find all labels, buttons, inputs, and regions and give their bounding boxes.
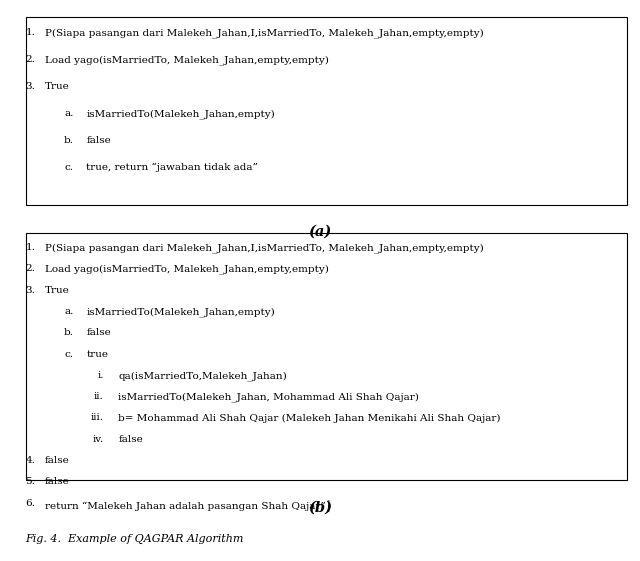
Text: a.: a. — [64, 307, 74, 316]
Text: a.: a. — [64, 109, 74, 118]
Text: ii.: ii. — [94, 392, 104, 401]
Text: 4.: 4. — [26, 456, 35, 465]
Text: c.: c. — [65, 163, 74, 172]
Text: isMarriedTo(Malekeh_Jahan,empty): isMarriedTo(Malekeh_Jahan,empty) — [86, 109, 275, 118]
Text: 3.: 3. — [26, 82, 35, 91]
Text: 3.: 3. — [26, 286, 35, 295]
Text: (b): (b) — [308, 500, 332, 514]
Text: 1.: 1. — [26, 28, 35, 37]
Text: b= Mohammad Ali Shah Qajar (Malekeh Jahan Menikahi Ali Shah Qajar): b= Mohammad Ali Shah Qajar (Malekeh Jaha… — [118, 413, 501, 422]
Text: qa(isMarriedTo,Malekeh_Jahan): qa(isMarriedTo,Malekeh_Jahan) — [118, 371, 287, 380]
Text: false: false — [86, 328, 111, 337]
Text: 2.: 2. — [26, 264, 35, 273]
Text: True: True — [45, 286, 70, 295]
Text: false: false — [86, 136, 111, 145]
Text: iii.: iii. — [91, 413, 104, 422]
Text: 2.: 2. — [26, 55, 35, 64]
Text: b.: b. — [63, 136, 74, 145]
Text: Fig. 4.  Example of QAGPAR Algorithm: Fig. 4. Example of QAGPAR Algorithm — [26, 534, 244, 544]
Text: false: false — [45, 477, 70, 486]
Text: true: true — [86, 350, 108, 358]
Text: (a): (a) — [308, 224, 332, 238]
Text: 6.: 6. — [26, 499, 35, 508]
Text: Load yago(isMarriedTo, Malekeh_Jahan,empty,empty): Load yago(isMarriedTo, Malekeh_Jahan,emp… — [45, 55, 329, 65]
Text: b.: b. — [63, 328, 74, 337]
Text: True: True — [45, 82, 70, 91]
Text: true, return “jawaban tidak ada”: true, return “jawaban tidak ada” — [86, 163, 259, 172]
Text: 5.: 5. — [26, 477, 35, 486]
Text: isMarriedTo(Malekeh_Jahan,empty): isMarriedTo(Malekeh_Jahan,empty) — [86, 307, 275, 316]
Bar — [26, 17, 627, 205]
Text: false: false — [45, 456, 70, 465]
Text: c.: c. — [65, 350, 74, 358]
Text: iv.: iv. — [93, 435, 104, 444]
Text: isMarriedTo(Malekeh_Jahan, Mohammad Ali Shah Qajar): isMarriedTo(Malekeh_Jahan, Mohammad Ali … — [118, 392, 419, 402]
Text: P(Siapa pasangan dari Malekeh_Jahan,I,isMarriedTo, Malekeh_Jahan,empty,empty): P(Siapa pasangan dari Malekeh_Jahan,I,is… — [45, 243, 484, 252]
Text: Load yago(isMarriedTo, Malekeh_Jahan,empty,empty): Load yago(isMarriedTo, Malekeh_Jahan,emp… — [45, 264, 329, 274]
Bar — [26, 233, 627, 480]
Text: false: false — [118, 435, 143, 444]
Text: P(Siapa pasangan dari Malekeh_Jahan,I,isMarriedTo, Malekeh_Jahan,empty,empty): P(Siapa pasangan dari Malekeh_Jahan,I,is… — [45, 28, 484, 38]
Text: i.: i. — [97, 371, 104, 380]
Text: return “Malekeh Jahan adalah pasangan Shah Qajar”│: return “Malekeh Jahan adalah pasangan Sh… — [45, 499, 332, 511]
Text: 1.: 1. — [26, 243, 35, 252]
